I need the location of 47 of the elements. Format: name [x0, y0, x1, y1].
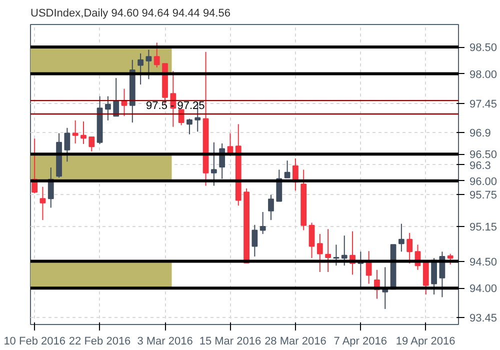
candlestick	[284, 160, 290, 178]
y-tick-label: 95.15	[470, 221, 498, 234]
ref-line-label: 98.50	[470, 42, 498, 54]
candlestick	[40, 186, 46, 221]
candlestick	[186, 118, 192, 135]
x-tick-label: 7 Apr 2016	[334, 336, 387, 348]
x-tick-label: 28 Mar 2016	[264, 336, 326, 348]
candlestick	[170, 70, 176, 128]
x-tick-label: 19 Apr 2016	[396, 336, 456, 348]
candlestick	[406, 232, 413, 264]
candlestick	[72, 120, 78, 144]
y-tick-label: 96.3	[470, 160, 491, 172]
candlestick	[88, 136, 95, 152]
x-tick-label: 10 Feb 2016	[4, 336, 66, 348]
x-tick-label: 22 Feb 2016	[68, 336, 131, 348]
candlestick	[146, 49, 152, 80]
candlestick	[268, 194, 274, 221]
candlestick	[113, 78, 120, 117]
candlestick	[260, 212, 266, 234]
candlestick	[341, 235, 348, 266]
y-tick-label: 96.9	[470, 128, 491, 140]
ref-line-label: 96.00	[470, 176, 498, 188]
candlestick	[252, 224, 258, 257]
candlestick	[210, 142, 217, 186]
candlestick	[398, 223, 404, 252]
candlestick	[308, 222, 315, 259]
candlestick	[154, 42, 160, 68]
candlestick	[316, 233, 323, 272]
candlestick	[447, 253, 454, 265]
candlestick	[333, 244, 340, 266]
candlestick	[431, 258, 437, 295]
y-tick-label: 93.45	[470, 312, 498, 325]
ref-line-label: 94.50	[470, 256, 498, 268]
ref-line-label: 96.50	[470, 149, 498, 162]
x-tick-label: 3 Mar 2016	[137, 336, 193, 348]
candlestick	[64, 127, 70, 162]
x-tick-label: 15 Mar 2016	[199, 336, 262, 348]
candlestick	[178, 109, 184, 126]
y-tick-label: 95.75	[470, 189, 498, 202]
y-tick-label: 97.45	[470, 98, 498, 110]
candlestick	[80, 120, 86, 144]
ref-line-label: 98.00	[470, 68, 498, 81]
candlestick	[105, 96, 111, 121]
candlestick	[325, 228, 332, 272]
chart-title: USDIndex,Daily 94.60 94.64 94.44 94.56	[30, 8, 230, 20]
candlestick	[138, 52, 144, 85]
ref-line-label: 94.00	[470, 283, 498, 296]
